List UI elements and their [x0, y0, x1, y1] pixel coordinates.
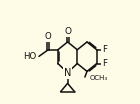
Text: OCH₃: OCH₃ — [90, 75, 108, 81]
Text: F: F — [102, 45, 107, 54]
Text: N: N — [64, 68, 71, 78]
Text: HO: HO — [24, 52, 37, 61]
Text: O: O — [45, 32, 52, 41]
Text: O: O — [64, 27, 71, 36]
Text: F: F — [102, 59, 107, 68]
